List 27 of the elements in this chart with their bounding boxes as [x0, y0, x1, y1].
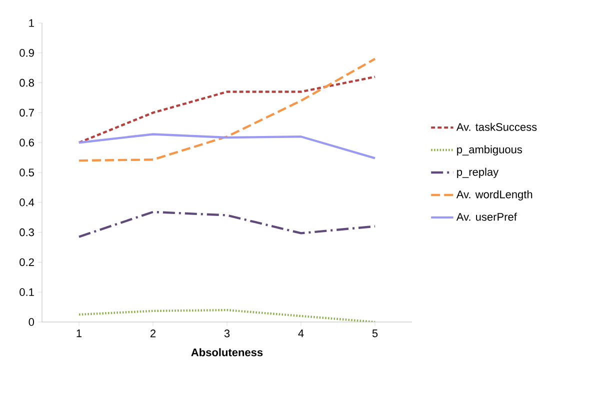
- y-tick-label: 0.2: [20, 258, 34, 266]
- y-tick-label: 0.3: [20, 228, 34, 236]
- x-axis-title: Absoluteness: [191, 348, 263, 356]
- line-series: [78, 308, 376, 322]
- x-tick-label: 1: [76, 330, 82, 338]
- x-tick-label: 4: [298, 330, 304, 338]
- line-series: [78, 76, 376, 144]
- y-tick-label: 0.8: [20, 78, 34, 87]
- legend-label: Av. taskSuccess: [456, 122, 537, 131]
- x-tick-label: 2: [150, 330, 156, 338]
- legend-label: p_replay: [457, 168, 499, 178]
- y-tick-label: 0.7: [20, 108, 34, 117]
- y-tick-label: 0.4: [20, 198, 34, 206]
- legend-label: p_ambiguous: [457, 145, 522, 156]
- x-tick-label: 3: [224, 330, 230, 338]
- y-tick-label: 0.9: [20, 49, 34, 57]
- y-tick-label: 0.1: [20, 288, 34, 296]
- legend-label: Av. userPref: [456, 212, 517, 221]
- line-series: [78, 133, 376, 160]
- y-tick-label: 1: [29, 19, 34, 27]
- x-tick-label: 5: [372, 330, 378, 338]
- legend-label: Av. wordLength: [456, 190, 532, 200]
- y-tick-label: 0.6: [20, 138, 34, 146]
- y-tick-label: 0.5: [20, 168, 34, 176]
- line-series: [78, 210, 376, 238]
- line-series: [78, 58, 376, 162]
- y-tick-label: 0: [28, 318, 34, 326]
